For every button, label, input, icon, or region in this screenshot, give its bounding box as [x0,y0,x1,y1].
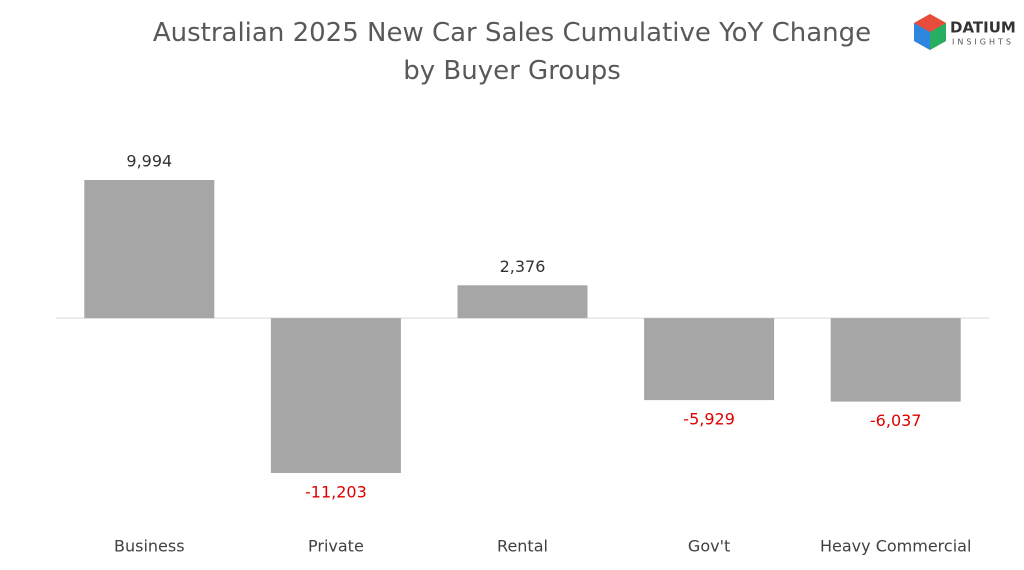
x-tick-label: Business [114,537,185,556]
value-label: -5,929 [683,410,735,429]
logo-tagline: INSIGHTS [952,38,1014,47]
x-tick-label: Heavy Commercial [820,537,971,556]
logo-mark [914,23,930,50]
logo: DATIUM INSIGHTS [914,14,1016,50]
logo-name: DATIUM [950,19,1016,37]
value-label: 9,994 [126,152,172,171]
x-tick-label: Private [308,537,364,556]
value-label: -6,037 [870,411,922,430]
x-tick-label: Gov't [688,537,730,556]
value-label: 2,376 [500,257,546,276]
value-label: -11,203 [305,483,367,502]
bar [84,180,215,319]
bar [830,318,961,402]
bar [644,318,775,401]
bar [270,318,401,473]
x-tick-label: Rental [497,537,548,556]
logo-mark [930,23,946,50]
bar [457,285,588,319]
chart-title: Australian 2025 New Car Sales Cumulative… [152,18,872,86]
